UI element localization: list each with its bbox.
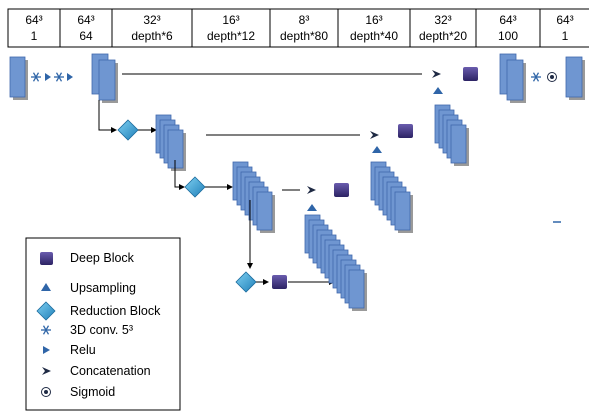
header-size-label: 64³: [25, 13, 42, 27]
output-volume: [565, 56, 585, 100]
header-size-label: 64³: [499, 13, 516, 27]
header-size-label: 32³: [143, 13, 160, 27]
legend-item: Relu: [43, 343, 96, 357]
asterisk-icon: [531, 72, 541, 82]
encoder-level3-block: [232, 161, 275, 233]
header-size-label: 64³: [556, 13, 573, 27]
header-channel-label: 1: [31, 29, 38, 43]
deep-block-icon: [334, 183, 349, 197]
legend-label: Deep Block: [70, 251, 135, 265]
legend-item: Sigmoid: [41, 385, 115, 399]
asterisk-stroke: [532, 72, 540, 82]
header-channel-label: 64: [79, 29, 93, 43]
reduction-block-icon: [235, 271, 257, 293]
decoder-level3-block: [370, 161, 413, 233]
feature-map-block: [506, 59, 524, 101]
decoder-level2-block: [434, 104, 469, 166]
network: [9, 53, 585, 311]
asterisk-stroke: [32, 72, 40, 82]
feature-map-block: [450, 124, 467, 164]
relu-icon: [67, 73, 73, 81]
concatenation-icon: [432, 70, 441, 78]
header-size-label: 32³: [434, 13, 451, 27]
header-channel-label: depth*12: [207, 29, 255, 43]
down-connector-1: [98, 100, 117, 133]
relu-icon: [45, 73, 51, 81]
header-channel-label: depth*6: [131, 29, 173, 43]
upsampling-icon: [372, 146, 382, 153]
legend-label: 3D conv. 5³: [70, 323, 133, 337]
header-size-label: 8³: [299, 13, 310, 27]
upsampling-icon: [41, 283, 51, 291]
header-table: 64³ 1 64³ 64 32³ depth*6 16³ depth*12 8³ depth*80…: [7, 8, 589, 48]
deep-block-icon: [40, 252, 53, 265]
header-channel-label: depth*80: [280, 29, 328, 43]
feature-map-block: [256, 191, 273, 231]
legend-item: 3D conv. 5³: [41, 323, 133, 337]
legend-label: Relu: [70, 343, 96, 357]
relu-icon: [43, 346, 50, 354]
legend-item: Reduction Block: [36, 301, 161, 321]
asterisk-icon: [31, 72, 41, 82]
legend-label: Concatenation: [70, 364, 151, 378]
upsampling-icon: [433, 87, 443, 94]
sigmoid-icon: [547, 72, 557, 82]
legend-label: Sigmoid: [70, 385, 115, 399]
input-volume: [9, 56, 28, 100]
concatenation-icon: [307, 186, 316, 194]
deep-block-icon: [272, 275, 287, 289]
down-connector-2: [174, 160, 185, 190]
reduction-block-icon: [117, 119, 139, 141]
reduction-block-icon: [36, 301, 56, 321]
sigmoid-dot: [550, 75, 554, 79]
feature-map-block: [98, 59, 116, 101]
asterisk-stroke: [55, 72, 63, 82]
header-channel-label: depth*40: [350, 29, 398, 43]
sigmoid-dot: [44, 390, 48, 394]
encoder-level1-block: [91, 53, 118, 103]
asterisk-icon: [42, 325, 50, 335]
decoder-level1-block: [499, 53, 526, 103]
asterisk-icon: [54, 72, 64, 82]
header-size-label: 64³: [77, 13, 94, 27]
feature-map-block: [348, 269, 365, 309]
feature-map-block: [565, 56, 583, 98]
concatenation-icon: [42, 367, 51, 375]
concatenation-icon: [370, 131, 379, 139]
header-size-label: 16³: [365, 13, 382, 27]
reduction-block-icon: [184, 176, 206, 198]
upsampling-icon: [307, 204, 317, 211]
header-channel-label: 100: [498, 29, 518, 43]
header-size-label: 16³: [222, 13, 239, 27]
legend-item: Upsampling: [41, 281, 136, 295]
legend-label: Reduction Block: [70, 304, 161, 318]
deep-block-icon: [463, 67, 478, 81]
feature-map-block: [394, 191, 411, 231]
feature-map-block: [9, 56, 26, 98]
legend: Deep Block Upsampling Reduction Block 3D co…: [25, 237, 181, 411]
legend-item: Concatenation: [42, 364, 151, 378]
legend-item: Deep Block: [40, 251, 135, 265]
header-channel-label: 1: [562, 29, 569, 43]
encoder-level2-block: [155, 114, 186, 171]
header-channel-label: depth*20: [419, 29, 467, 43]
deep-block-icon: [398, 124, 413, 138]
legend-label: Upsampling: [70, 281, 136, 295]
bottleneck-block: [304, 214, 367, 311]
